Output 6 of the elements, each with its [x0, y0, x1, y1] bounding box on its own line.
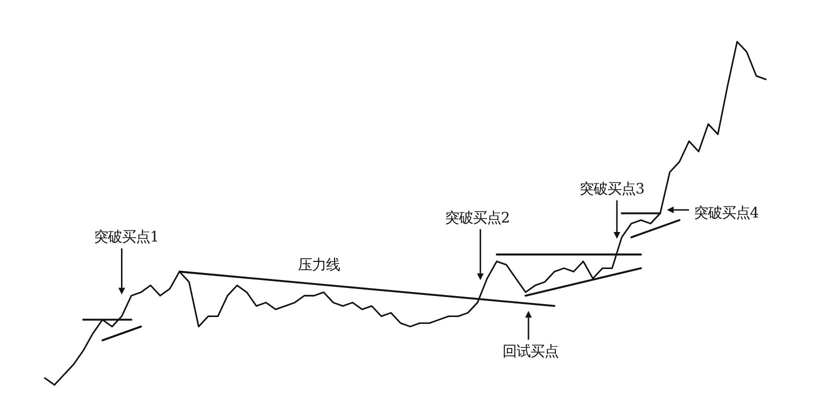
annotation: 突破买点3	[580, 182, 645, 198]
annotation: 压力线	[298, 258, 340, 274]
annotation: 突破买点4	[694, 206, 760, 222]
annotation: 突破买点2	[444, 210, 510, 226]
annotation: 突破买点1	[94, 230, 160, 246]
annotation: 回试买点	[502, 344, 558, 360]
